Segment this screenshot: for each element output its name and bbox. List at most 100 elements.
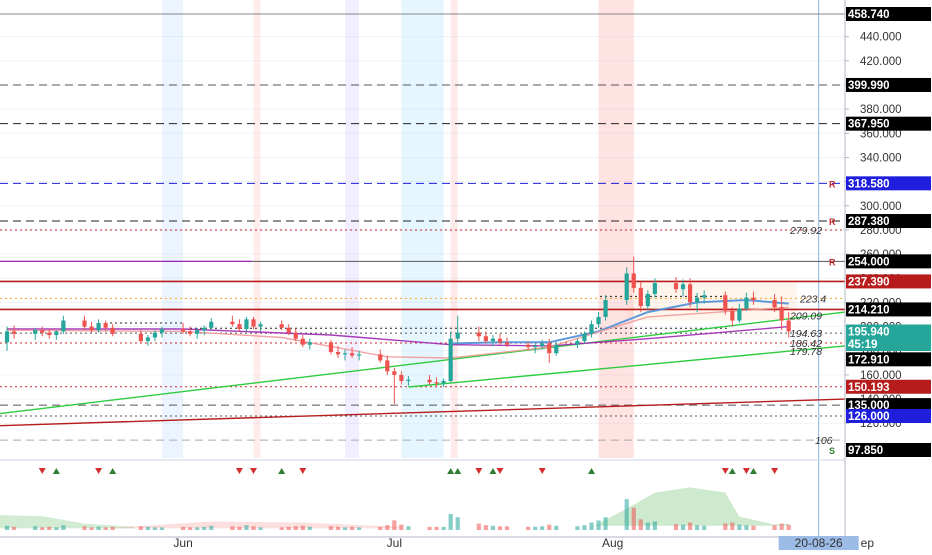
time-cursor-label: 20-08-26 — [795, 536, 843, 550]
volume-bar — [258, 527, 263, 530]
volume-bar — [378, 526, 383, 530]
volume-bar — [237, 526, 242, 530]
volume-bar — [103, 527, 108, 530]
candle — [202, 325, 207, 336]
candle — [110, 324, 115, 337]
candle — [307, 338, 312, 350]
volume-bar — [188, 527, 193, 530]
volume-bar — [504, 526, 510, 530]
buy-signal-icon — [728, 468, 736, 474]
candle-body — [533, 345, 538, 348]
price-label-text: 399.990 — [848, 80, 890, 92]
candle-body — [4, 331, 10, 343]
candle-body — [730, 310, 735, 321]
price-label-box — [846, 176, 931, 191]
price-label-text: 195.940 — [848, 326, 890, 338]
sell-signal-icon — [235, 468, 243, 474]
price-tick-label: 380.000 — [860, 104, 902, 116]
candle-body — [209, 321, 214, 328]
candle-body — [751, 297, 756, 301]
level-annotation: 179.78 — [790, 346, 822, 358]
volume-bar — [180, 526, 186, 530]
candle — [645, 290, 650, 310]
volume-bar — [526, 526, 531, 530]
candle-body — [378, 354, 383, 361]
candle — [40, 326, 45, 337]
buy-signal-icon — [489, 468, 497, 474]
volume-bar — [631, 507, 636, 530]
price-label: 399.990 — [846, 77, 931, 92]
candle — [652, 278, 657, 298]
level-annotation: 186.42 — [790, 338, 822, 350]
candle-body — [504, 342, 510, 345]
volume-bar — [47, 526, 52, 530]
candle-body — [589, 324, 594, 334]
candle — [751, 291, 756, 305]
candle — [357, 350, 362, 361]
candle-body — [40, 330, 45, 333]
volume-bar — [293, 526, 298, 530]
candle — [152, 330, 158, 342]
candle-body — [441, 380, 446, 384]
volume-bar — [476, 523, 481, 530]
candle — [737, 303, 742, 323]
volume-bar — [4, 525, 10, 530]
price-label-box — [846, 324, 931, 339]
candle — [399, 371, 404, 385]
volume-bar — [744, 525, 749, 530]
candle — [533, 343, 538, 354]
volume-bar — [96, 526, 101, 530]
candle-body — [89, 326, 94, 331]
candle — [540, 339, 545, 350]
session-band — [401, 0, 444, 458]
candle — [744, 292, 749, 311]
price-label: 172.910 — [846, 352, 931, 367]
price-label-text: 150.193 — [848, 382, 890, 394]
volume-bar — [110, 526, 115, 530]
candle-body — [680, 284, 686, 290]
candle — [279, 320, 284, 331]
candle-body — [145, 337, 150, 342]
volume-bar — [279, 527, 284, 530]
level-annotation: 106 — [815, 435, 833, 447]
price-label-text: 97.850 — [848, 445, 883, 457]
candle — [596, 312, 601, 328]
sell-signal-icon — [771, 468, 779, 474]
sell-signal-icon — [38, 468, 46, 474]
candle — [406, 376, 411, 386]
candle-body — [723, 295, 728, 311]
candle — [180, 322, 186, 334]
candle-body — [737, 308, 742, 321]
volume-bar — [680, 524, 686, 530]
volume-bar — [751, 525, 756, 530]
candle — [547, 338, 552, 363]
candle — [680, 279, 686, 297]
price-label-box — [846, 77, 931, 92]
price-label-box — [846, 379, 931, 394]
candle-body — [786, 320, 791, 332]
candle — [96, 319, 101, 333]
candle-body — [603, 300, 608, 317]
volume-bar — [497, 526, 503, 530]
candle — [455, 315, 460, 345]
session-band — [345, 0, 360, 458]
candle — [138, 330, 143, 344]
price-label: 214.210 — [846, 302, 931, 317]
candle — [638, 281, 643, 313]
candle-body — [582, 333, 587, 342]
trendline — [408, 345, 846, 388]
candle — [448, 331, 453, 383]
candle-body — [526, 344, 531, 348]
price-label-box — [846, 214, 931, 229]
volume-bar — [434, 526, 439, 530]
candle — [687, 278, 693, 308]
candle-body — [596, 316, 601, 325]
buy-signal-icon — [454, 468, 462, 474]
price-label: R 254.000 — [829, 254, 931, 269]
candle — [61, 315, 66, 334]
candle-body — [631, 273, 636, 288]
